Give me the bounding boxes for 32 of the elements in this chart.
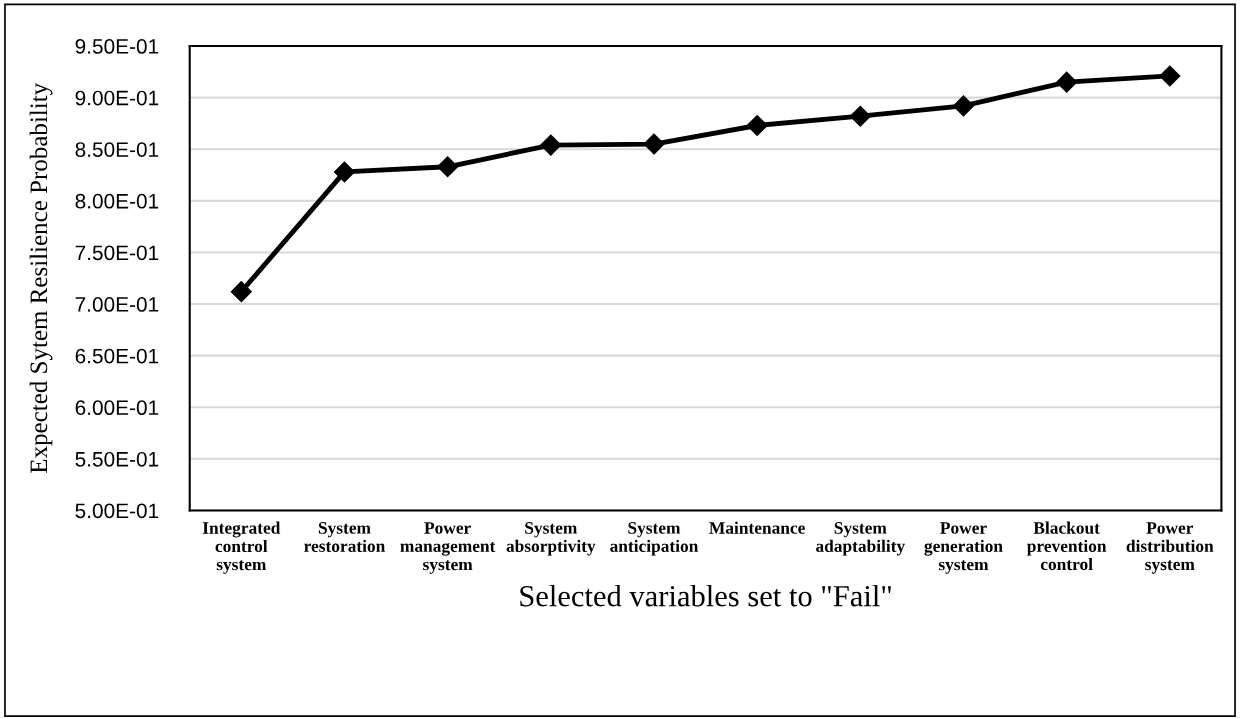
y-tick-label: 7.00E-01 — [75, 297, 159, 312]
point — [1159, 65, 1181, 87]
y-tick-label: 5.00E-01 — [75, 503, 159, 519]
x-axis-title: Selected variables set to "Fail" — [520, 584, 891, 607]
point — [952, 95, 974, 117]
point — [230, 281, 252, 303]
x-tick-label: Blackout prevention control — [1027, 521, 1107, 571]
y-tick-label: 8.50E-01 — [75, 142, 159, 157]
x-tick-label: System restoration — [304, 522, 386, 552]
y-tick-label: 6.00E-01 — [75, 400, 159, 416]
y-tick-label: 8.00E-01 — [75, 193, 159, 209]
y-tick-label: 6.50E-01 — [75, 348, 159, 364]
point — [437, 156, 459, 178]
point — [849, 105, 871, 127]
x-tick-label: Integrated control system — [202, 521, 281, 574]
x-tick-label: System absorptivity — [506, 522, 596, 556]
point — [643, 133, 665, 155]
point — [540, 134, 562, 156]
point — [1056, 71, 1078, 93]
x-tick-label: Maintenance — [709, 521, 805, 534]
y-tick-label: 9.50E-01 — [75, 39, 159, 54]
point — [333, 161, 355, 183]
x-tick-label: Power distribution system — [1126, 522, 1214, 574]
y-axis-title: Expected Sytem Resilience Probability — [29, 82, 53, 473]
x-tick-label: System adaptability — [816, 522, 906, 556]
x-tick-label: Power management system — [400, 522, 496, 574]
y-tick-label: 5.50E-01 — [75, 451, 159, 467]
x-tick-label: Power generation system — [924, 522, 1003, 574]
y-tick-label: 7.50E-01 — [75, 245, 159, 261]
x-tick-label: System anticipation — [610, 522, 699, 556]
y-tick-label: 9.00E-01 — [75, 90, 159, 106]
point — [746, 114, 768, 137]
